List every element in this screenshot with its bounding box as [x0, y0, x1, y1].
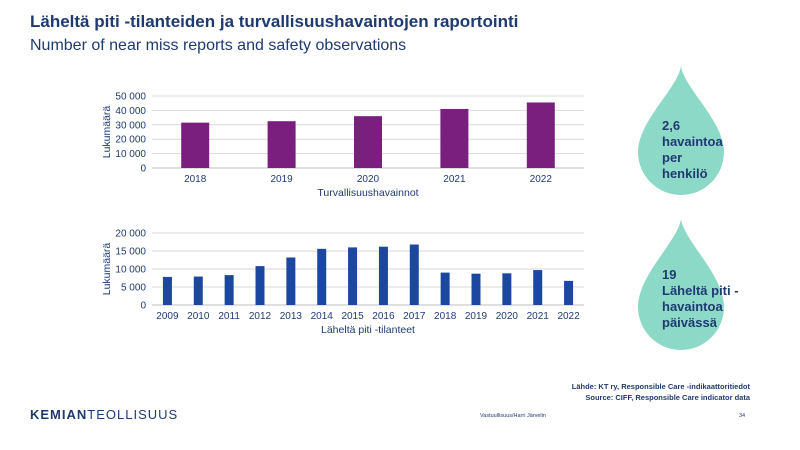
- page-title: Läheltä piti -tilanteiden ja turvallisuu…: [30, 12, 519, 31]
- x-tick-label: 2012: [249, 311, 272, 322]
- y-tick-label: 40 000: [115, 106, 146, 117]
- bar: [564, 280, 574, 305]
- source-line-en: Source: CIFF, Responsible Care indicator…: [585, 393, 750, 402]
- bar: [267, 121, 296, 168]
- bar: [502, 273, 512, 305]
- y-axis-title: Lukumäärä: [101, 243, 113, 296]
- bar: [162, 276, 172, 305]
- page-number: 34: [739, 413, 746, 419]
- water-drop-shape: [638, 66, 724, 195]
- x-tick-label: 2013: [280, 311, 303, 322]
- x-tick-label: 2015: [341, 311, 364, 322]
- x-tick-label: 2021: [527, 311, 550, 322]
- bar: [348, 247, 358, 305]
- x-axis-title: Turvallisuushavainnot: [317, 187, 418, 199]
- y-tick-label: 0: [140, 164, 146, 175]
- y-tick-label: 15 000: [115, 247, 146, 258]
- kemianteollisuus-logo: KEMIANTEOLLISUUS: [30, 407, 179, 422]
- bar: [317, 248, 327, 305]
- x-tick-label: 2010: [187, 311, 210, 322]
- near-miss-per-day-label: 19 Läheltä piti - havaintoa päivässä: [662, 267, 739, 330]
- water-drop-shape: [638, 219, 724, 350]
- y-tick-label: 30 000: [115, 120, 146, 131]
- bar: [286, 257, 296, 305]
- y-tick-label: 10 000: [115, 149, 146, 160]
- bar: [526, 102, 555, 168]
- bar: [378, 246, 388, 305]
- x-tick-label: 2022: [557, 311, 580, 322]
- bar: [533, 270, 543, 305]
- y-tick-label: 20 000: [115, 229, 146, 240]
- x-tick-label: 2011: [218, 311, 240, 322]
- y-axis-title: Lukumäärä: [101, 106, 113, 159]
- bar: [409, 244, 419, 305]
- x-tick-label: 2019: [465, 311, 488, 322]
- bar: [193, 276, 203, 305]
- bar: [354, 116, 382, 168]
- x-tick-label: 2020: [496, 311, 519, 322]
- footer-text: Vastuullisuus/Harri Järvelin: [480, 413, 546, 419]
- y-tick-label: 20 000: [115, 135, 146, 146]
- x-tick-label: 2021: [443, 174, 466, 185]
- x-tick-label: 2019: [270, 174, 293, 185]
- x-tick-label: 2017: [403, 311, 426, 322]
- source-line-fi: Lähde: KT ry, Responsible Care -indikaat…: [571, 382, 750, 391]
- x-tick-label: 2016: [372, 311, 395, 322]
- bar: [224, 275, 234, 305]
- x-axis-title: Läheltä piti -tilanteet: [321, 324, 415, 336]
- bar: [255, 266, 265, 305]
- bar: [181, 122, 210, 168]
- source-note: Lähde: KT ry, Responsible Care -indikaat…: [572, 381, 750, 403]
- y-tick-label: 10 000: [115, 265, 146, 276]
- y-tick-label: 5 000: [121, 283, 146, 294]
- x-tick-label: 2018: [434, 311, 457, 322]
- observations-per-person-label: 2,6 havaintoa per henkilö: [662, 118, 723, 181]
- x-tick-label: 2014: [311, 311, 334, 322]
- x-tick-label: 2018: [184, 174, 207, 185]
- bar: [471, 273, 481, 305]
- x-tick-label: 2009: [156, 311, 179, 322]
- x-tick-label: 2022: [530, 174, 553, 185]
- bar: [440, 108, 469, 168]
- page-subtitle: Number of near miss reports and safety o…: [30, 37, 407, 54]
- bar: [440, 272, 450, 305]
- y-tick-label: 50 000: [115, 92, 146, 103]
- x-tick-label: 2020: [357, 174, 380, 185]
- y-tick-label: 0: [140, 301, 146, 312]
